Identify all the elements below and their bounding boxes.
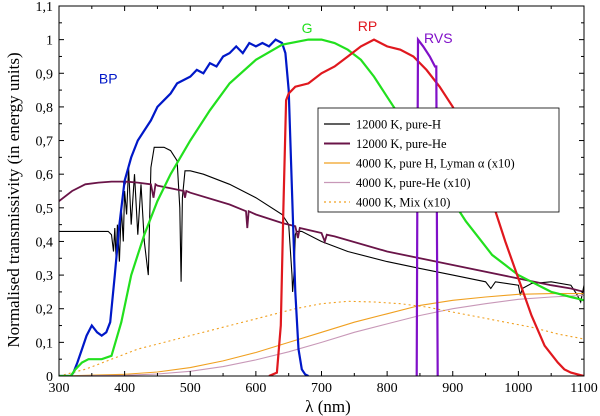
legend-box [317, 107, 560, 213]
passband-line-g [59, 38, 584, 376]
passband-label-layer: BP G RP RVS [99, 18, 453, 86]
legend-label-4000-k-pure-he-x10: 4000 K, pure-He (x10) [356, 176, 471, 190]
x-tick-label: 500 [180, 381, 201, 396]
y-tick-label: 1,1 [36, 0, 54, 15]
tick-layer: 300 400 500 600 700 800 900 1000 1100 0 0,1 0,2 0,3 0… [36, 0, 598, 396]
legend-label-4000-k-mix-x10: 4000 K, Mix (x10) [356, 196, 450, 210]
passband-line-rp [268, 38, 584, 376]
y-tick-label: 0,1 [36, 336, 54, 351]
passband-line-bp [59, 38, 309, 376]
x-tick-label: 600 [245, 381, 266, 396]
series-line-4000-k-pure-h-lyman-alpha-x10 [59, 293, 584, 376]
y-tick-label: 0,2 [36, 303, 54, 318]
y-tick-label: 0,3 [36, 269, 54, 284]
y-tick-label: 0,4 [36, 235, 54, 250]
y-tick-label: 0,5 [36, 202, 54, 217]
y-tick-label: 0,6 [36, 168, 54, 183]
legend-label-4000-k-pure-h-lyman-alpha-x10: 4000 K, pure H, Lyman α (x10) [356, 157, 515, 171]
y-tick-label: 0 [46, 370, 53, 385]
y-tick-label: 1 [46, 34, 53, 49]
x-tick-label: 800 [377, 381, 398, 396]
legend: 12000 K, pure-H 12000 K, pure-He 4000 K, p… [317, 107, 560, 213]
y-axis-label: Normalised transmissivity (in energy uni… [4, 52, 23, 347]
x-tick-label: 300 [49, 381, 70, 396]
x-axis-label: λ (nm) [305, 397, 351, 416]
x-tick-label: 1000 [504, 381, 532, 396]
passband-label-rvs: RVS [424, 30, 453, 46]
x-tick-label: 400 [114, 381, 135, 396]
series-line-4000-k-pure-he-x10 [59, 294, 584, 376]
passband-label-rp: RP [358, 18, 377, 34]
y-tick-label: 0,7 [36, 135, 54, 150]
x-tick-label: 700 [311, 381, 332, 396]
y-tick-label: 0,8 [36, 101, 54, 116]
passband-label-bp: BP [99, 70, 118, 86]
x-tick-label: 900 [442, 381, 463, 396]
passband-label-g: G [302, 20, 313, 36]
legend-label-12000-k-pure-he: 12000 K, pure-He [356, 137, 447, 151]
legend-label-12000-k-pure-h: 12000 K, pure-H [356, 118, 441, 132]
y-tick-label: 0,9 [36, 67, 54, 82]
x-tick-label: 1100 [570, 381, 597, 396]
